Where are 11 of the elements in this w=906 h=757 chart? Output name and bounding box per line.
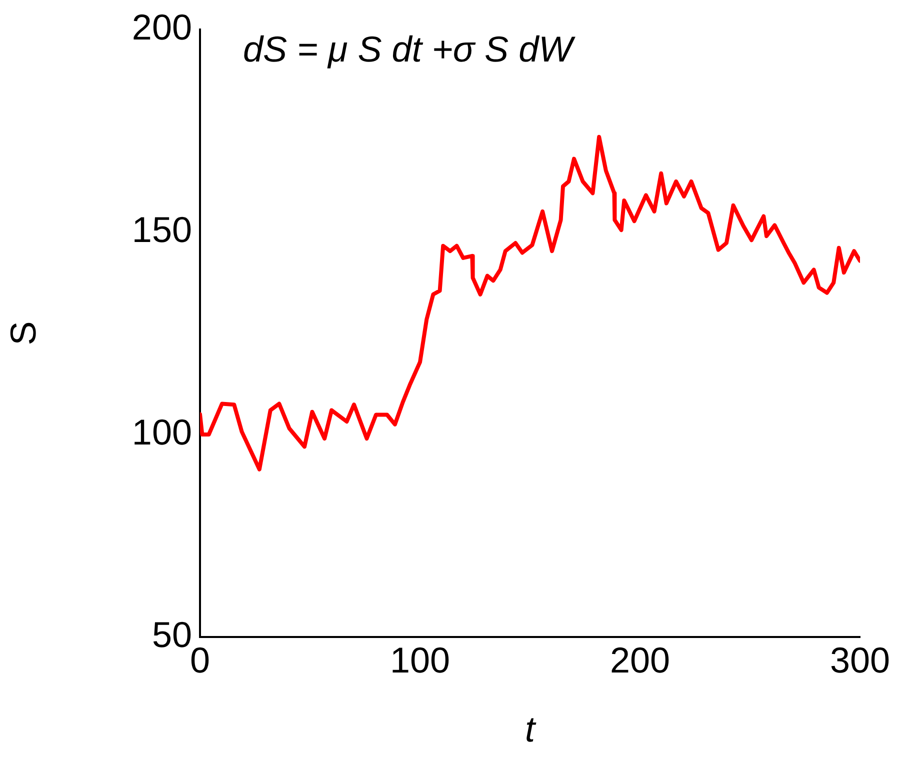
y-axis-title: S xyxy=(2,321,44,346)
x-tick-label: 0 xyxy=(190,640,210,681)
x-tick-label: 300 xyxy=(830,640,890,681)
y-tick-label: 200 xyxy=(132,6,192,48)
x-tick-label: 200 xyxy=(610,640,670,681)
annotation: dS = μ S dt +σ S dW xyxy=(243,28,576,70)
x-axis-title: t xyxy=(524,708,537,750)
x-tick-label: 100 xyxy=(390,640,450,681)
y-tick-label: 50 xyxy=(152,614,192,655)
y-tick-label: 100 xyxy=(132,411,192,452)
y-tick-label: 150 xyxy=(132,208,192,250)
